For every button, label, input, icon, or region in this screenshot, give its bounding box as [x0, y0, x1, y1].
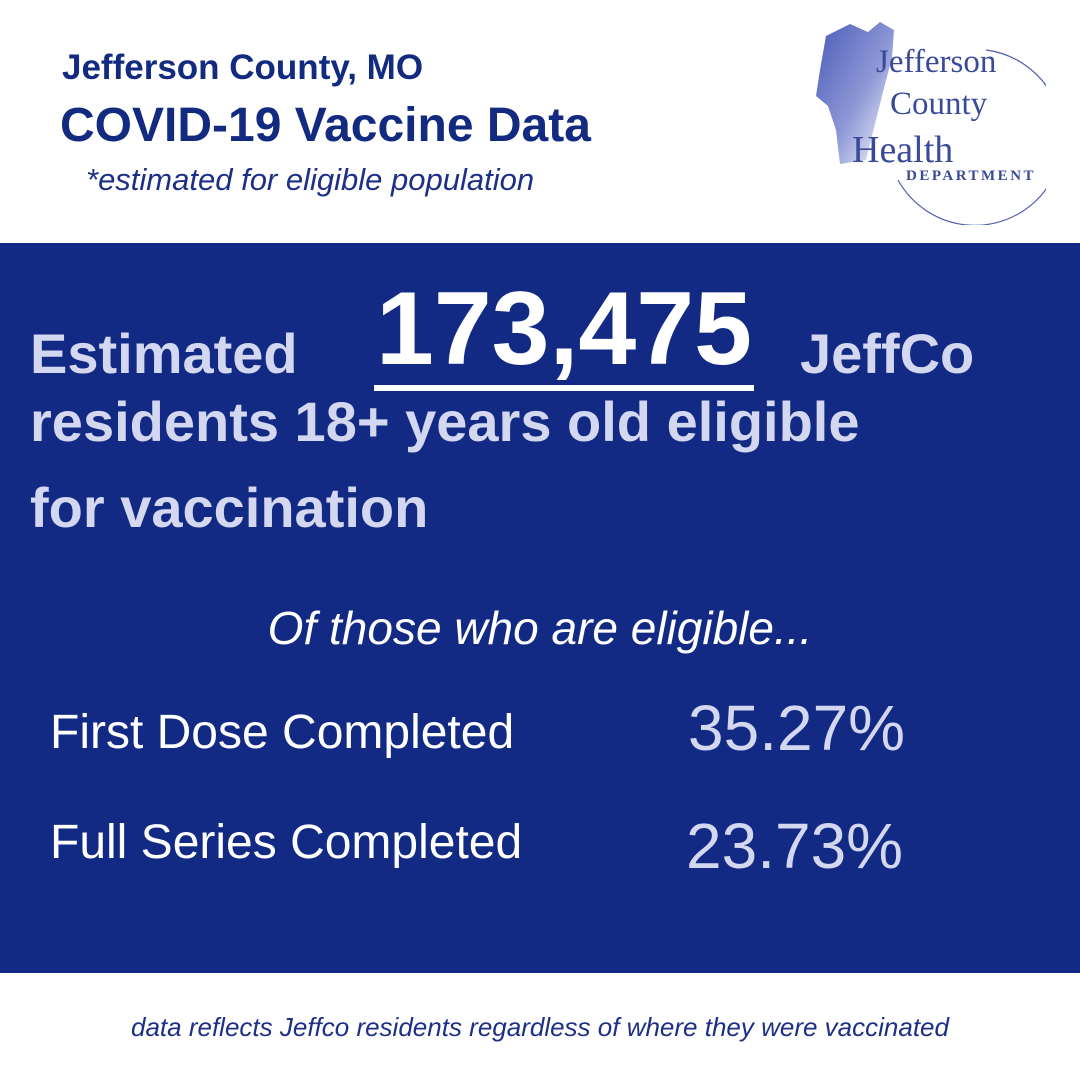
eligible-population-note: *estimated for eligible population	[86, 162, 535, 197]
eligible-description-line2: for vaccination	[30, 476, 429, 539]
health-department-logo: Jefferson County Health DEPARTMENT	[806, 10, 1046, 225]
county-line: Jefferson County, MO	[62, 48, 424, 87]
estimated-label: Estimated	[30, 322, 298, 385]
logo-text-health: Health	[852, 129, 954, 171]
first-dose-label: First Dose Completed	[50, 706, 515, 759]
logo-text-county: County	[890, 86, 988, 122]
eligible-description-line1: residents 18+ years old eligible	[30, 390, 860, 453]
footer-note: data reflects Jeffco residents regardles…	[131, 1012, 949, 1042]
first-dose-value: 35.27%	[688, 692, 906, 764]
logo-text-department: DEPARTMENT	[906, 168, 1037, 184]
of-eligible-heading: Of those who are eligible...	[267, 602, 813, 654]
jeffco-label: JeffCo	[800, 322, 975, 385]
county-map-icon	[816, 22, 1046, 225]
vaccine-data-panel: Estimated 173,475 JeffCo residents 18+ y…	[0, 243, 1080, 973]
full-series-value: 23.73%	[686, 810, 904, 882]
header: Jefferson County, MO COVID-19 Vaccine Da…	[0, 0, 1080, 243]
eligible-count: 173,475	[374, 273, 754, 391]
full-series-label: Full Series Completed	[50, 816, 523, 869]
page-title: COVID-19 Vaccine Data	[60, 99, 591, 152]
logo-text-jefferson: Jefferson	[876, 44, 997, 80]
